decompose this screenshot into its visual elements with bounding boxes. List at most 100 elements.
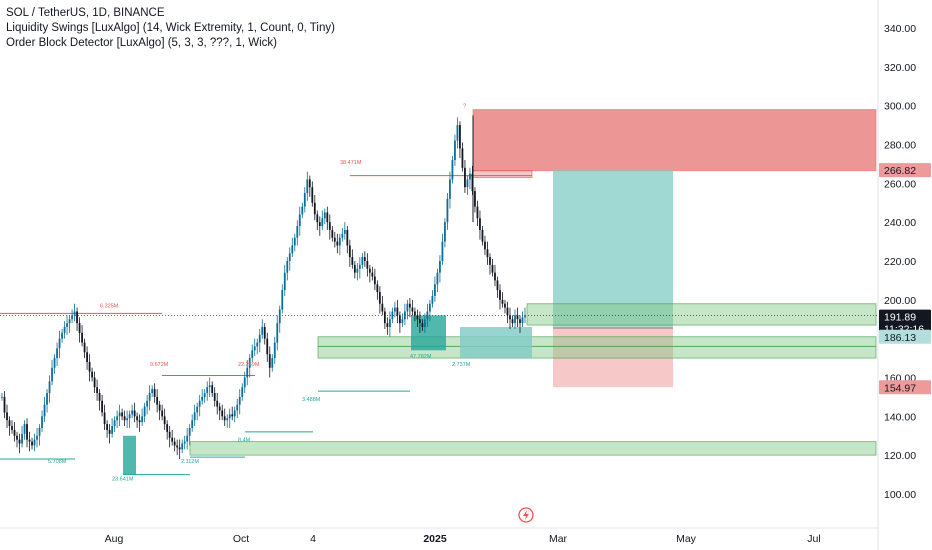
y-tick-label: 320.00 <box>884 62 916 74</box>
price-badge-label: 154.97 <box>884 382 916 394</box>
candle-body <box>474 191 476 207</box>
candle-body <box>203 393 206 397</box>
candle-body <box>176 445 179 448</box>
candle-body <box>188 427 191 436</box>
demand-zone-mid-b <box>317 345 877 359</box>
candle-body <box>191 420 194 428</box>
candle-body <box>81 332 83 343</box>
y-tick-label: 120.00 <box>884 450 916 462</box>
x-tick-label: 4 <box>310 533 316 545</box>
candle-body <box>361 257 364 265</box>
candle-body <box>449 179 451 199</box>
y-tick-label: 140.00 <box>884 411 916 423</box>
candle-body <box>103 412 106 425</box>
candle-body <box>396 307 399 316</box>
candle-body <box>524 315 526 318</box>
candle-body <box>293 237 296 246</box>
candle-body <box>71 315 73 320</box>
candle-body <box>226 418 229 421</box>
x-tick-label: Aug <box>105 533 124 545</box>
candle-body <box>111 426 114 434</box>
candle-body <box>228 414 231 419</box>
candle-body <box>519 319 521 324</box>
candle-body <box>401 319 404 324</box>
lightning-icon[interactable] <box>518 507 534 523</box>
candle-body <box>341 233 344 238</box>
candle-body <box>469 173 471 180</box>
candle-body <box>313 202 316 215</box>
y-tick-label: 280.00 <box>884 140 916 152</box>
candle-body <box>61 332 63 339</box>
candle-body <box>291 245 294 254</box>
candle-body <box>398 315 401 324</box>
candle-body <box>268 354 271 368</box>
candle-body <box>141 416 144 423</box>
candle-body <box>148 393 151 401</box>
candle-body <box>328 222 331 230</box>
candle-body <box>331 229 334 238</box>
candle-body <box>171 437 174 442</box>
candle-body <box>318 222 321 227</box>
y-tick-label: 220.00 <box>884 256 916 268</box>
candle-body <box>403 311 406 320</box>
candle-body <box>286 261 289 273</box>
candle-body <box>48 381 51 394</box>
indicator-order-block[interactable]: Order Block Detector [LuxAlgo] (5, 3, 3,… <box>6 37 277 49</box>
x-tick-label: 2025 <box>423 533 447 545</box>
candle-body <box>153 389 156 397</box>
y-tick-label: 240.00 <box>884 217 916 229</box>
candle-body <box>323 212 326 219</box>
candle-body <box>91 371 93 378</box>
candle-body <box>491 264 494 273</box>
candle-body <box>499 290 501 300</box>
candle-body <box>356 268 359 273</box>
candle-body <box>221 410 224 417</box>
candle-body <box>486 249 489 258</box>
candle-body <box>186 435 189 442</box>
candle-body <box>408 303 411 308</box>
candle-body <box>193 412 196 421</box>
candle-body <box>476 206 479 219</box>
y-tick-label: 260.00 <box>884 178 916 190</box>
candle-body <box>201 396 204 401</box>
candle-body <box>56 348 58 359</box>
volume-label: 3.488M <box>302 397 321 403</box>
y-tick-label: 100.00 <box>884 489 916 501</box>
symbol-title[interactable]: SOL / TetherUS, 1D, BINANCE <box>6 7 165 19</box>
candle-body <box>168 431 171 438</box>
candle-body <box>76 311 78 324</box>
candle-body <box>429 303 431 312</box>
candle-body <box>434 284 436 296</box>
candle-body <box>311 187 314 203</box>
candle-body <box>131 410 134 415</box>
candle-body <box>501 299 504 304</box>
candle-body <box>373 276 376 285</box>
candle-body <box>271 358 274 368</box>
candle-body <box>161 410 164 417</box>
candle-body <box>53 358 56 368</box>
candle-body <box>31 441 33 446</box>
candle-body <box>451 160 454 180</box>
candle-body <box>231 414 234 417</box>
demand-zone-low <box>189 441 877 456</box>
candle-body <box>26 424 28 440</box>
candle-body <box>118 412 121 417</box>
candle-body <box>223 416 226 421</box>
candle-body <box>336 241 339 246</box>
candle-body <box>308 179 311 188</box>
indicator-liquidity-swings[interactable]: Liquidity Swings [LuxAlgo] (14, Wick Ext… <box>6 22 335 34</box>
candle-body <box>123 416 126 421</box>
candle-body <box>283 272 286 291</box>
candle-body <box>301 206 304 215</box>
candle-body <box>96 387 98 394</box>
candle-body <box>206 387 209 394</box>
candle-body <box>368 268 371 273</box>
candle-body <box>338 237 341 246</box>
candle-body <box>78 323 81 333</box>
candle-body <box>383 311 386 324</box>
candle-body <box>406 303 409 312</box>
volume-label: 22.269M <box>238 362 260 368</box>
candle-body <box>351 257 354 265</box>
candle-body <box>183 441 186 444</box>
